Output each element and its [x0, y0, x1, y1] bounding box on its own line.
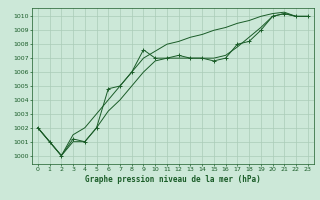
X-axis label: Graphe pression niveau de la mer (hPa): Graphe pression niveau de la mer (hPa): [85, 175, 261, 184]
